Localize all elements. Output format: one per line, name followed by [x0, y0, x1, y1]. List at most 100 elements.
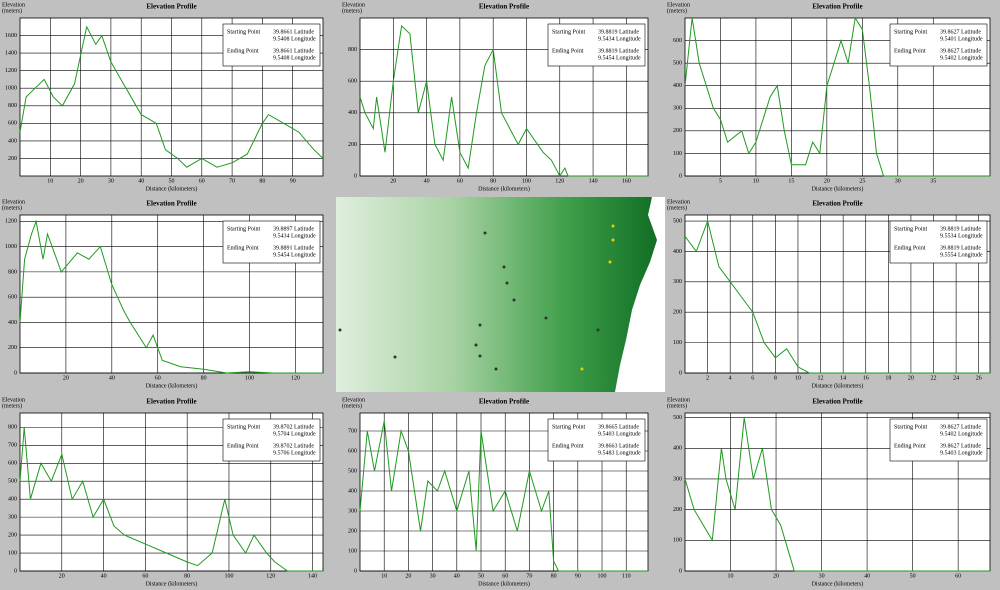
x-tick-label: 2	[706, 375, 709, 381]
legend-end-label: Ending Point	[227, 245, 259, 251]
map-panel	[336, 197, 665, 392]
chart-title: Elevation Profile	[479, 3, 529, 11]
y-tick-label: 200	[8, 156, 17, 162]
y-tick-label: 100	[348, 548, 357, 554]
x-tick-label: 100	[245, 375, 254, 381]
y-tick-label: 400	[8, 497, 17, 503]
x-tick-label: 60	[142, 573, 148, 579]
y-tick-label: 400	[8, 320, 17, 326]
x-tick-label: 10	[753, 178, 759, 184]
elevation-line	[684, 16, 990, 177]
legend-end-label: Ending Point	[894, 245, 926, 251]
x-tick-label: 20	[824, 178, 830, 184]
x-tick-label: 50	[169, 178, 175, 184]
x-tick-label: 70	[229, 178, 235, 184]
y-tick-label: 1200	[5, 68, 17, 74]
y-tick-label: 500	[8, 479, 17, 485]
x-tick-label: 40	[109, 375, 115, 381]
y-tick-label: 100	[8, 550, 17, 556]
legend-start-label: Starting Point	[227, 226, 261, 232]
chart-panel: Elevation Profile Elevation(meters) Distan…	[2, 2, 324, 192]
y-tick-label: 0	[679, 370, 682, 376]
elevation-line	[359, 24, 648, 177]
y-axis-unit: (meters)	[342, 7, 362, 14]
x-tick-label: 20	[773, 573, 779, 579]
town-dot	[478, 323, 482, 327]
legend-end-lat: 39.8702 Latitude	[273, 443, 314, 449]
map-towns	[338, 231, 600, 371]
y-tick-label: 0	[14, 370, 17, 376]
y-axis-label: Elevation	[2, 199, 25, 205]
x-tick-label: 80	[551, 573, 557, 579]
x-tick-label: 140	[589, 178, 598, 184]
x-tick-label: 120	[291, 375, 300, 381]
y-tick-label: 400	[673, 83, 682, 89]
y-tick-label: 1000	[5, 86, 17, 92]
legend-start-lon: 9.5403 Longitude	[598, 431, 641, 437]
y-tick-label: 600	[348, 79, 357, 85]
y-axis-unit: (meters)	[667, 402, 687, 409]
x-tick-label: 6	[751, 375, 754, 381]
x-tick-label: 10	[795, 375, 801, 381]
y-tick-label: 200	[8, 345, 17, 351]
y-axis-label: Elevation	[667, 2, 690, 8]
legend-end-label: Ending Point	[894, 443, 926, 449]
y-tick-label: 400	[348, 488, 357, 494]
y-tick-label: 300	[673, 476, 682, 482]
x-tick-label: 100	[522, 178, 531, 184]
chart-title: Elevation Profile	[479, 398, 529, 406]
town-dot	[505, 281, 509, 285]
y-tick-label: 500	[348, 468, 357, 474]
x-tick-label: 80	[259, 178, 265, 184]
x-tick-label: 4	[729, 375, 732, 381]
legend-start-lat: 39.8897 Latitude	[273, 226, 314, 232]
x-tick-label: 20	[390, 178, 396, 184]
x-tick-label: 20	[59, 573, 65, 579]
legend-end-lon: 9.5483 Longitude	[598, 450, 641, 456]
legend-end-lon: 9.5408 Longitude	[273, 55, 316, 61]
map-point	[611, 224, 615, 228]
legend-start-lon: 9.5534 Longitude	[940, 233, 983, 239]
y-tick-label: 800	[348, 47, 357, 53]
x-tick-label: 100	[598, 573, 607, 579]
legend-end-lon: 9.5403 Longitude	[940, 450, 983, 456]
legend-start-label: Starting Point	[552, 424, 586, 430]
town-dot	[502, 265, 506, 269]
x-tick-label: 30	[895, 178, 901, 184]
legend-start-lon: 9.5434 Longitude	[273, 233, 316, 239]
y-axis-unit: (meters)	[2, 204, 22, 211]
y-axis-label: Elevation	[342, 397, 365, 403]
x-tick-label: 10	[381, 573, 387, 579]
y-tick-label: 700	[8, 443, 17, 449]
y-tick-label: 100	[673, 538, 682, 544]
legend-start-label: Starting Point	[552, 29, 586, 35]
x-tick-label: 100	[224, 573, 233, 579]
y-tick-label: 0	[679, 568, 682, 574]
x-tick-label: 16	[863, 375, 869, 381]
x-tick-label: 30	[819, 573, 825, 579]
legend-start-lon: 9.5408 Longitude	[273, 36, 316, 42]
y-tick-label: 500	[673, 415, 682, 421]
x-tick-label: 60	[502, 573, 508, 579]
y-tick-label: 400	[8, 138, 17, 144]
chart-title: Elevation Profile	[146, 398, 196, 406]
y-tick-label: 0	[354, 568, 357, 574]
legend-end-label: Ending Point	[894, 48, 926, 54]
x-axis-label: Distance (kilometers)	[146, 382, 198, 389]
y-tick-label: 600	[8, 295, 17, 301]
town-dot	[544, 316, 548, 320]
y-tick-label: 700	[348, 428, 357, 434]
elevation-line	[19, 219, 323, 374]
x-tick-label: 110	[622, 573, 631, 579]
legend-start-label: Starting Point	[227, 29, 261, 35]
x-tick-label: 30	[430, 573, 436, 579]
legend-end-lat: 39.8661 Latitude	[273, 48, 314, 54]
plot-frame	[359, 412, 649, 572]
town-dot	[512, 298, 516, 302]
town-dot	[338, 328, 342, 332]
x-axis-label: Distance (kilometers)	[812, 580, 864, 587]
y-tick-label: 200	[8, 532, 17, 538]
y-tick-label: 600	[348, 448, 357, 454]
x-tick-label: 50	[478, 573, 484, 579]
legend-end-lat: 39.8819 Latitude	[598, 48, 639, 54]
